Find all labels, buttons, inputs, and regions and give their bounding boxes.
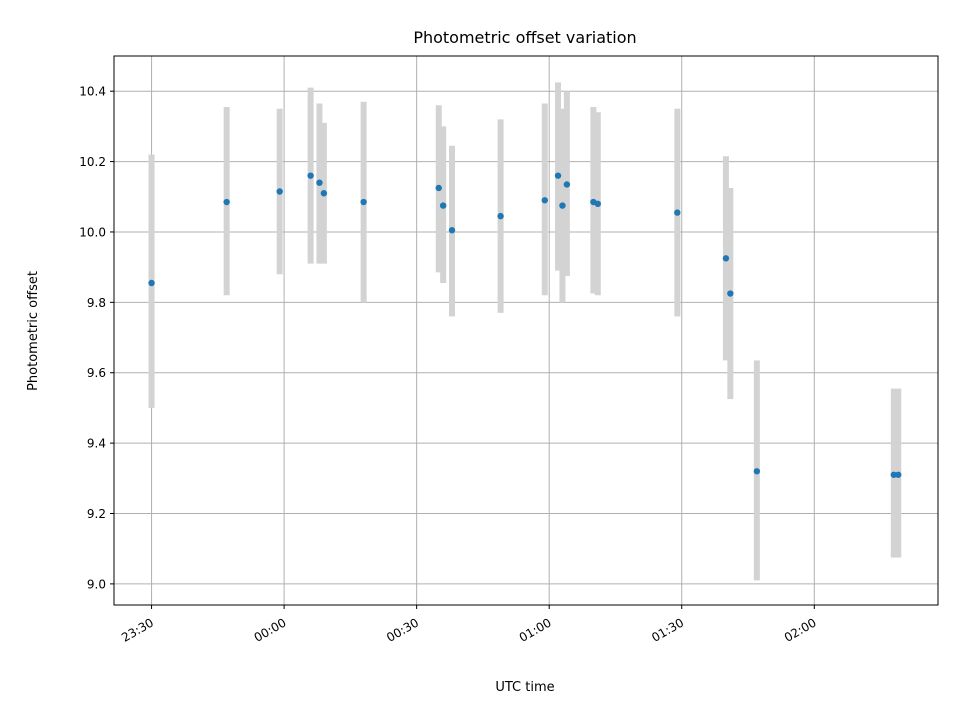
data-point [895, 471, 902, 478]
y-tick-label: 9.2 [87, 507, 106, 521]
data-point [148, 279, 155, 287]
data-point [223, 198, 230, 206]
y-tick-label: 9.8 [87, 296, 106, 310]
data-point [563, 181, 571, 188]
data-point [554, 172, 562, 179]
y-axis-label: Photometric offset [26, 271, 41, 391]
data-point [497, 212, 504, 220]
data-point [722, 255, 730, 262]
data-points [148, 172, 902, 478]
x-axis-label: UTC time [495, 680, 554, 695]
data-point [316, 179, 323, 186]
y-tick-label: 10.0 [79, 225, 106, 239]
data-point [276, 188, 283, 195]
chart-title: Photometric offset variation [413, 28, 636, 47]
data-point [541, 197, 548, 204]
y-tick-label: 10.2 [79, 155, 106, 169]
y-axis: 9.0 9.2 9.4 9.6 9.8 10.0 10.2 10.4 [79, 85, 114, 591]
data-point [307, 172, 314, 179]
plot-frame [113, 55, 939, 606]
data-point [435, 184, 442, 192]
data-point [360, 198, 367, 206]
data-point [890, 471, 898, 478]
data-point [594, 200, 601, 208]
data-point [320, 190, 328, 197]
data-point [448, 227, 456, 234]
data-point [674, 209, 681, 216]
y-tick-label: 9.4 [87, 437, 106, 451]
data-point [753, 468, 761, 475]
y-tick-label: 9.0 [87, 577, 106, 591]
grid [114, 56, 938, 605]
y-tick-label: 9.6 [87, 366, 106, 380]
data-point [559, 202, 566, 209]
data-point [439, 202, 447, 209]
y-tick-label: 10.4 [79, 85, 106, 99]
data-point [727, 290, 734, 297]
